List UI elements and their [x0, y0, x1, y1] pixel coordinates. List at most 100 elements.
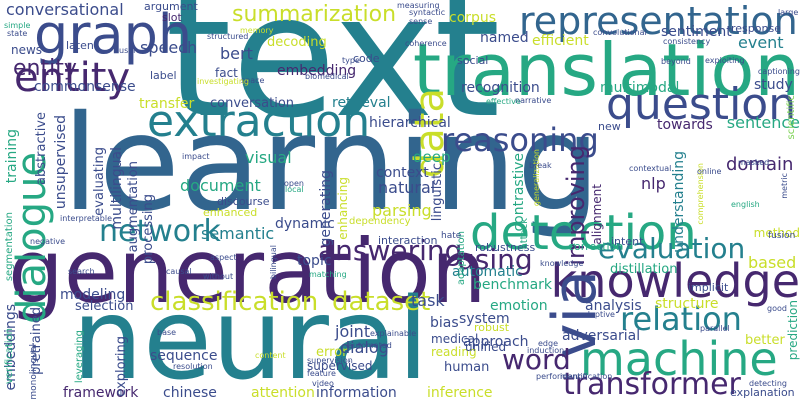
cloud-word-leveraging: leveraging — [75, 330, 85, 383]
cloud-word-attack: attack — [520, 218, 530, 249]
cloud-word-dependency: dependency — [349, 217, 411, 227]
cloud-word-correction: correction — [568, 241, 623, 252]
cloud-word-user: user — [119, 47, 136, 55]
cloud-word-conversation: conversation — [210, 97, 294, 110]
cloud-word-inference: inference — [427, 386, 493, 400]
cloud-word-parallel: parallel — [700, 325, 730, 333]
cloud-word-unsupervised: unsupervised — [54, 115, 68, 209]
cloud-word-processing: processing — [142, 194, 155, 264]
cloud-word-enhancing: enhancing — [337, 177, 349, 240]
cloud-word-detecting: detecting — [749, 380, 787, 388]
cloud-word-linguistic: linguistic — [431, 163, 444, 221]
cloud-word-segmentation: segmentation — [5, 212, 15, 281]
cloud-word-augmentation: augmentation — [127, 161, 140, 252]
cloud-word-label: label — [150, 70, 177, 81]
cloud-word-retrieval: retrieval — [332, 96, 391, 110]
cloud-word-training: training — [5, 129, 19, 183]
cloud-word-performance: performance — [536, 373, 587, 381]
cloud-word-online: online — [697, 168, 721, 176]
cloud-word-hate: hate — [441, 232, 461, 241]
cloud-word-topic: topic — [297, 254, 332, 268]
cloud-word-bias: bias — [430, 316, 459, 330]
cloud-word-english: english — [731, 201, 760, 209]
cloud-word-named: named — [480, 31, 529, 45]
cloud-word-break: break — [529, 162, 552, 170]
cloud-word-structure: structure — [655, 297, 719, 311]
cloud-word-state: state — [7, 30, 27, 38]
cloud-word-aspect: aspect — [210, 254, 237, 262]
cloud-word-local: local — [285, 186, 304, 194]
cloud-word-interpretable: interpretable — [60, 215, 112, 223]
cloud-word-implicit: implicit — [688, 282, 728, 293]
cloud-word-multimodal: multimodal — [600, 81, 679, 95]
cloud-word-captioning: captioning — [758, 68, 800, 76]
cloud-word-argument: argument — [144, 1, 198, 12]
cloud-word-multilingual: multilingual — [110, 147, 124, 230]
cloud-word-recognition: recognition — [461, 81, 540, 95]
cloud-word-entity: entity — [13, 58, 77, 80]
cloud-word-bilingual: bilingual — [270, 245, 278, 279]
cloud-word-exploring: exploring — [115, 336, 128, 397]
cloud-word-explainable: explainable — [370, 330, 416, 338]
cloud-word-video: video — [312, 380, 334, 388]
cloud-word-interaction: interaction — [378, 235, 438, 246]
cloud-word-semantic: semantic — [201, 226, 274, 242]
cloud-word-alignment: alignment — [591, 184, 603, 245]
cloud-word-understanding: understanding — [672, 151, 686, 253]
cloud-word-exploiting: exploiting — [705, 57, 744, 65]
cloud-word-matching: matching — [309, 271, 347, 279]
cloud-word-good: good — [767, 305, 787, 313]
cloud-word-based: based — [748, 255, 796, 271]
cloud-word-fusion: fusion — [768, 232, 795, 241]
cloud-word-towards: towards — [657, 118, 713, 132]
cloud-word-natural: natural — [378, 180, 435, 196]
cloud-word-slot: slot — [162, 12, 182, 23]
cloud-word-automated: automated — [348, 342, 392, 350]
cloud-word-corpus: corpus — [449, 11, 496, 25]
cloud-word-metric: metric — [781, 173, 789, 199]
cloud-word-masked: masked — [738, 159, 769, 167]
cloud-word-adaptive: adaptive — [580, 311, 615, 319]
cloud-word-investigating: investigating — [197, 78, 249, 86]
cloud-word-task: task — [411, 293, 445, 309]
cloud-word-explanation: explanation — [730, 387, 795, 398]
cloud-word-generalization: generalization — [533, 149, 541, 206]
cloud-word-better: better — [745, 334, 785, 347]
cloud-word-monolingual: monolingual — [30, 344, 39, 400]
cloud-word-feature: feature — [307, 370, 336, 378]
cloud-word-efficient: efficient — [532, 34, 589, 48]
cloud-word-measuring: measuring — [397, 2, 440, 10]
cloud-word-nlp: nlp — [641, 176, 666, 192]
cloud-word-speech: speech — [140, 40, 197, 56]
cloud-word-bert: bert — [220, 46, 253, 62]
cloud-word-scientific: scientific — [787, 95, 797, 139]
cloud-word-negative: negative — [30, 238, 65, 246]
cloud-word-distillation: distillation — [610, 263, 677, 276]
cloud-word-knowledge: knowledge — [540, 260, 583, 268]
cloud-word-verification: verification — [5, 328, 15, 384]
cloud-word-selection: selection — [75, 300, 133, 313]
cloud-word-chinese: chinese — [163, 386, 217, 400]
cloud-word-abstractive: abstractive — [35, 112, 48, 185]
cloud-word-prediction: prediction — [787, 300, 799, 360]
cloud-word-beyond: beyond — [661, 58, 691, 66]
cloud-word-visual: visual — [245, 150, 292, 166]
cloud-word-search: search — [68, 268, 95, 276]
cloud-word-news: news — [11, 44, 42, 56]
cloud-word-supervision: supervision — [307, 357, 353, 365]
cloud-word-content: content — [255, 352, 286, 360]
cloud-word-structured: structured — [207, 33, 248, 41]
cloud-word-summarization: summarization — [232, 4, 396, 26]
cloud-word-event: event — [738, 35, 784, 51]
cloud-word-decoding: decoding — [267, 36, 327, 49]
cloud-word-human: human — [444, 361, 489, 374]
cloud-word-causal: causal — [166, 268, 192, 276]
cloud-word-adversarial: adversarial — [562, 329, 640, 343]
cloud-word-large: large — [778, 9, 798, 17]
cloud-word-without: without — [203, 273, 233, 281]
cloud-word-enhanced: enhanced — [203, 207, 257, 218]
cloud-word-impact: impact — [182, 153, 210, 161]
cloud-word-commonsense: commonsense — [34, 80, 136, 94]
cloud-word-coherence: coherence — [405, 40, 447, 48]
cloud-word-sequence: sequence — [150, 349, 217, 363]
